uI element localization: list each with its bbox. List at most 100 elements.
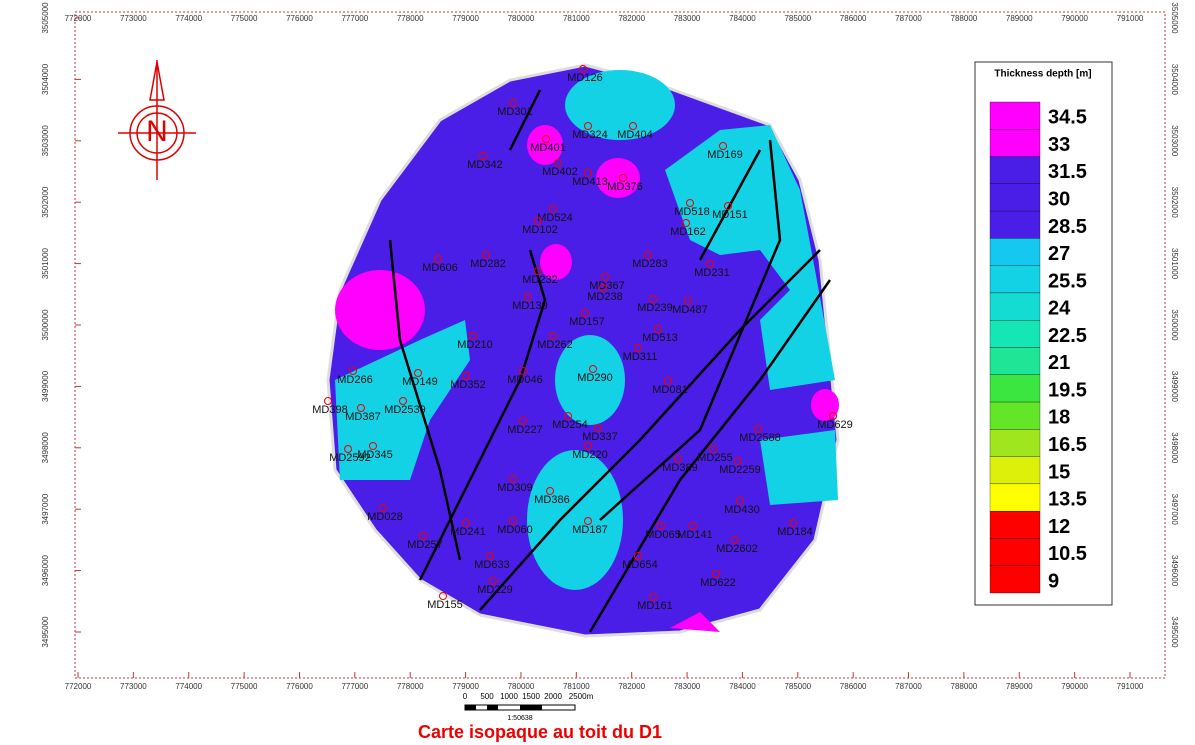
x-tick-label: 784000: [729, 14, 756, 23]
y-tick-label: 3500000: [1170, 309, 1179, 341]
scale-label: 0: [463, 692, 468, 701]
y-tick-label: 3496000: [1170, 555, 1179, 587]
y-tick-label: 3495000: [41, 616, 50, 648]
x-tick-label: 791000: [1117, 682, 1144, 691]
x-tick-label: 778000: [397, 14, 424, 23]
well-label: MD2539: [384, 404, 426, 416]
well-label: MD238: [587, 291, 622, 303]
y-tick-label: 3503000: [41, 125, 50, 157]
well-label: MD227: [507, 424, 542, 436]
well-label: MD622: [700, 577, 735, 589]
x-tick-label: 785000: [784, 682, 811, 691]
well-label: MD513: [642, 332, 677, 344]
legend-label: 31.5: [1048, 161, 1087, 183]
well-label: MD231: [694, 267, 729, 279]
well-label: MD398: [312, 404, 347, 416]
scale-ratio: 1:50638: [507, 715, 532, 722]
well-label: MD487: [672, 304, 707, 316]
well-label: MD324: [572, 129, 607, 141]
x-tick-label: 791000: [1117, 14, 1144, 23]
well-label: MD376: [607, 181, 642, 193]
y-tick-label: 3497000: [41, 493, 50, 525]
legend-swatch: [990, 402, 1040, 429]
legend-label: 12: [1048, 516, 1070, 538]
x-tick-label: 777000: [341, 14, 368, 23]
well-label: MD389: [662, 462, 697, 474]
x-tick-label: 788000: [951, 14, 978, 23]
well-label: MD232: [522, 274, 557, 286]
well-label: MD301: [497, 106, 532, 118]
well-label: MD654: [622, 559, 657, 571]
well-label: MD254: [552, 419, 587, 431]
legend-swatch: [990, 566, 1040, 593]
x-tick-label: 790000: [1061, 682, 1088, 691]
x-tick-label: 772000: [65, 682, 92, 691]
legend-swatch: [990, 157, 1040, 184]
well-label: MD141: [677, 529, 712, 541]
legend-swatch: [990, 293, 1040, 320]
well-label: MD430: [724, 504, 759, 516]
well-label: MD151: [712, 209, 747, 221]
well-label: MD139: [512, 300, 547, 312]
well-label: MD2588: [739, 432, 781, 444]
well-label: MD633: [474, 559, 509, 571]
y-tick-label: 3499000: [1170, 371, 1179, 403]
x-tick-label: 774000: [175, 14, 202, 23]
well-label: MD155: [427, 599, 462, 611]
well-label: MD081: [652, 384, 687, 396]
scale-label: 2500m: [569, 692, 594, 701]
legend-swatch: [990, 129, 1040, 156]
x-tick-label: 789000: [1006, 14, 1033, 23]
x-tick-label: 780000: [508, 14, 535, 23]
legend-label: 10.5: [1048, 543, 1087, 565]
well-label: MD282: [470, 258, 505, 270]
x-tick-label: 789000: [1006, 682, 1033, 691]
x-tick-label: 783000: [674, 14, 701, 23]
y-tick-label: 3499000: [41, 370, 50, 402]
scale-label: 1000: [500, 692, 518, 701]
well-label: MD290: [577, 372, 612, 384]
legend-label: 15: [1048, 461, 1070, 483]
legend-swatch: [990, 266, 1040, 293]
y-tick-label: 3505000: [1170, 2, 1179, 34]
well-label: MD311: [623, 351, 658, 363]
legend-swatch: [990, 511, 1040, 538]
well-label: MD2592: [329, 452, 371, 464]
well-label: MD149: [402, 376, 437, 388]
y-tick-label: 3497000: [1170, 494, 1179, 526]
map-title: Carte isopaque au toit du D1: [418, 722, 662, 742]
well-label: MD220: [572, 449, 607, 461]
y-tick-label: 3503000: [1170, 125, 1179, 157]
y-tick-label: 3501000: [1170, 248, 1179, 280]
x-tick-label: 773000: [120, 682, 147, 691]
y-tick-label: 3502000: [1170, 187, 1179, 219]
svg-text:N: N: [146, 115, 168, 148]
well-label: MD065: [645, 529, 680, 541]
y-tick-label: 3498000: [1170, 432, 1179, 464]
legend-swatch: [990, 102, 1040, 129]
x-tick-label: 780000: [508, 682, 535, 691]
x-tick-label: 775000: [231, 14, 258, 23]
well-label: MD184: [777, 526, 812, 538]
legend-swatch: [990, 429, 1040, 456]
x-tick-label: 778000: [397, 682, 424, 691]
y-tick-label: 3504000: [1170, 64, 1179, 96]
x-tick-label: 773000: [120, 14, 147, 23]
legend-label: 13.5: [1048, 489, 1087, 511]
legend-label: 9: [1048, 570, 1059, 592]
legend-label: 25.5: [1048, 270, 1087, 292]
legend-label: 16.5: [1048, 434, 1087, 456]
well-label: MD309: [497, 482, 532, 494]
y-tick-label: 3495000: [1170, 616, 1179, 648]
legend-label: 30: [1048, 188, 1070, 210]
well-label: MD060: [497, 524, 532, 536]
well-label: MD102: [522, 224, 557, 236]
x-tick-label: 779000: [452, 14, 479, 23]
well-label: MD2259: [719, 464, 761, 476]
well-label: MD262: [537, 339, 572, 351]
x-tick-label: 783000: [674, 682, 701, 691]
legend-label: 19.5: [1048, 379, 1087, 401]
well-label: MD255: [697, 452, 732, 464]
x-tick-label: 781000: [563, 682, 590, 691]
well-label: MD266: [337, 374, 372, 386]
